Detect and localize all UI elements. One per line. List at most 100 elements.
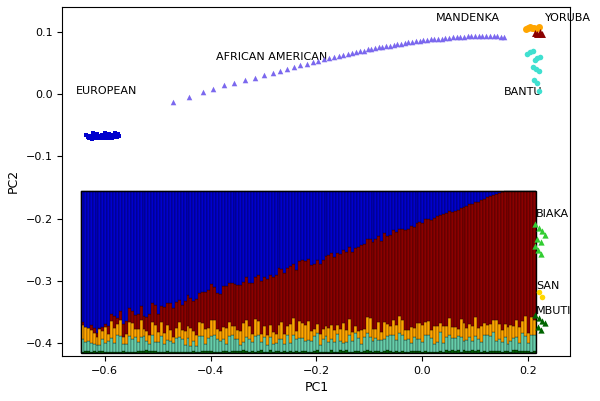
Bar — [204, 292, 207, 329]
Bar — [143, 329, 145, 336]
Point — [113, 131, 123, 137]
Bar — [257, 275, 260, 320]
Bar — [175, 328, 178, 338]
Bar — [413, 337, 416, 351]
Bar — [272, 277, 275, 332]
Bar — [257, 320, 260, 335]
Bar — [190, 298, 193, 328]
Bar — [254, 277, 257, 319]
Point — [467, 33, 476, 39]
Point — [95, 134, 104, 140]
Bar — [360, 330, 363, 344]
Bar — [283, 351, 286, 352]
Bar — [154, 351, 157, 352]
Bar — [95, 333, 98, 337]
Bar — [263, 277, 266, 326]
Bar — [134, 336, 137, 352]
Text: BIAKA: BIAKA — [536, 209, 569, 219]
Point — [525, 24, 535, 30]
Point — [530, 243, 539, 249]
Bar — [266, 335, 269, 345]
Bar — [345, 330, 348, 342]
Point — [530, 312, 540, 318]
Bar — [184, 345, 187, 352]
Bar — [157, 342, 160, 352]
Bar — [219, 331, 222, 340]
Bar — [190, 328, 193, 346]
Bar — [342, 342, 345, 351]
Bar — [527, 334, 530, 343]
Bar — [466, 351, 469, 352]
Bar — [410, 343, 413, 351]
Bar — [339, 329, 342, 341]
Bar — [210, 320, 213, 336]
Bar — [242, 342, 245, 350]
Point — [208, 85, 218, 92]
Bar — [110, 314, 113, 321]
Bar — [500, 191, 503, 192]
Bar — [416, 323, 418, 339]
Bar — [483, 198, 486, 324]
Bar — [368, 191, 371, 239]
Bar — [472, 341, 474, 350]
Bar — [145, 350, 148, 352]
Point — [385, 43, 395, 49]
Bar — [454, 338, 457, 351]
Bar — [386, 350, 389, 352]
Bar — [84, 191, 87, 327]
Bar — [145, 191, 148, 318]
Bar — [316, 350, 319, 352]
Bar — [374, 239, 377, 329]
Bar — [104, 326, 107, 343]
Bar — [472, 204, 474, 326]
Bar — [389, 191, 392, 235]
Bar — [500, 192, 503, 330]
Point — [440, 35, 450, 41]
Bar — [101, 331, 104, 339]
Bar — [301, 323, 304, 338]
Bar — [445, 213, 448, 326]
Bar — [278, 340, 280, 351]
Bar — [495, 341, 498, 351]
Point — [537, 318, 547, 324]
Bar — [498, 193, 500, 324]
Bar — [266, 191, 269, 279]
Bar — [457, 336, 460, 350]
Bar — [342, 191, 345, 250]
Bar — [418, 324, 421, 338]
Point — [113, 134, 122, 140]
Bar — [527, 191, 530, 334]
Bar — [313, 329, 316, 336]
Bar — [148, 314, 151, 335]
Bar — [336, 191, 339, 253]
Bar — [104, 324, 107, 326]
Bar — [125, 191, 128, 321]
Point — [169, 99, 178, 105]
Bar — [210, 284, 213, 320]
Bar — [357, 191, 360, 247]
Bar — [254, 319, 257, 336]
Bar — [280, 322, 283, 338]
Bar — [125, 334, 128, 344]
Bar — [442, 214, 445, 326]
Bar — [151, 335, 154, 351]
Bar — [416, 339, 418, 351]
Bar — [451, 350, 454, 352]
Point — [527, 25, 537, 31]
Bar — [451, 191, 454, 212]
Bar — [342, 323, 345, 342]
Bar — [334, 257, 336, 330]
Bar — [404, 191, 407, 230]
Bar — [342, 351, 345, 352]
Bar — [392, 230, 395, 320]
Point — [100, 130, 109, 137]
Bar — [524, 316, 527, 336]
Bar — [198, 191, 201, 293]
Bar — [154, 305, 157, 325]
Bar — [506, 344, 509, 351]
Point — [522, 51, 532, 57]
Point — [537, 228, 547, 235]
Bar — [445, 337, 448, 350]
Bar — [295, 270, 298, 331]
Bar — [301, 351, 304, 352]
